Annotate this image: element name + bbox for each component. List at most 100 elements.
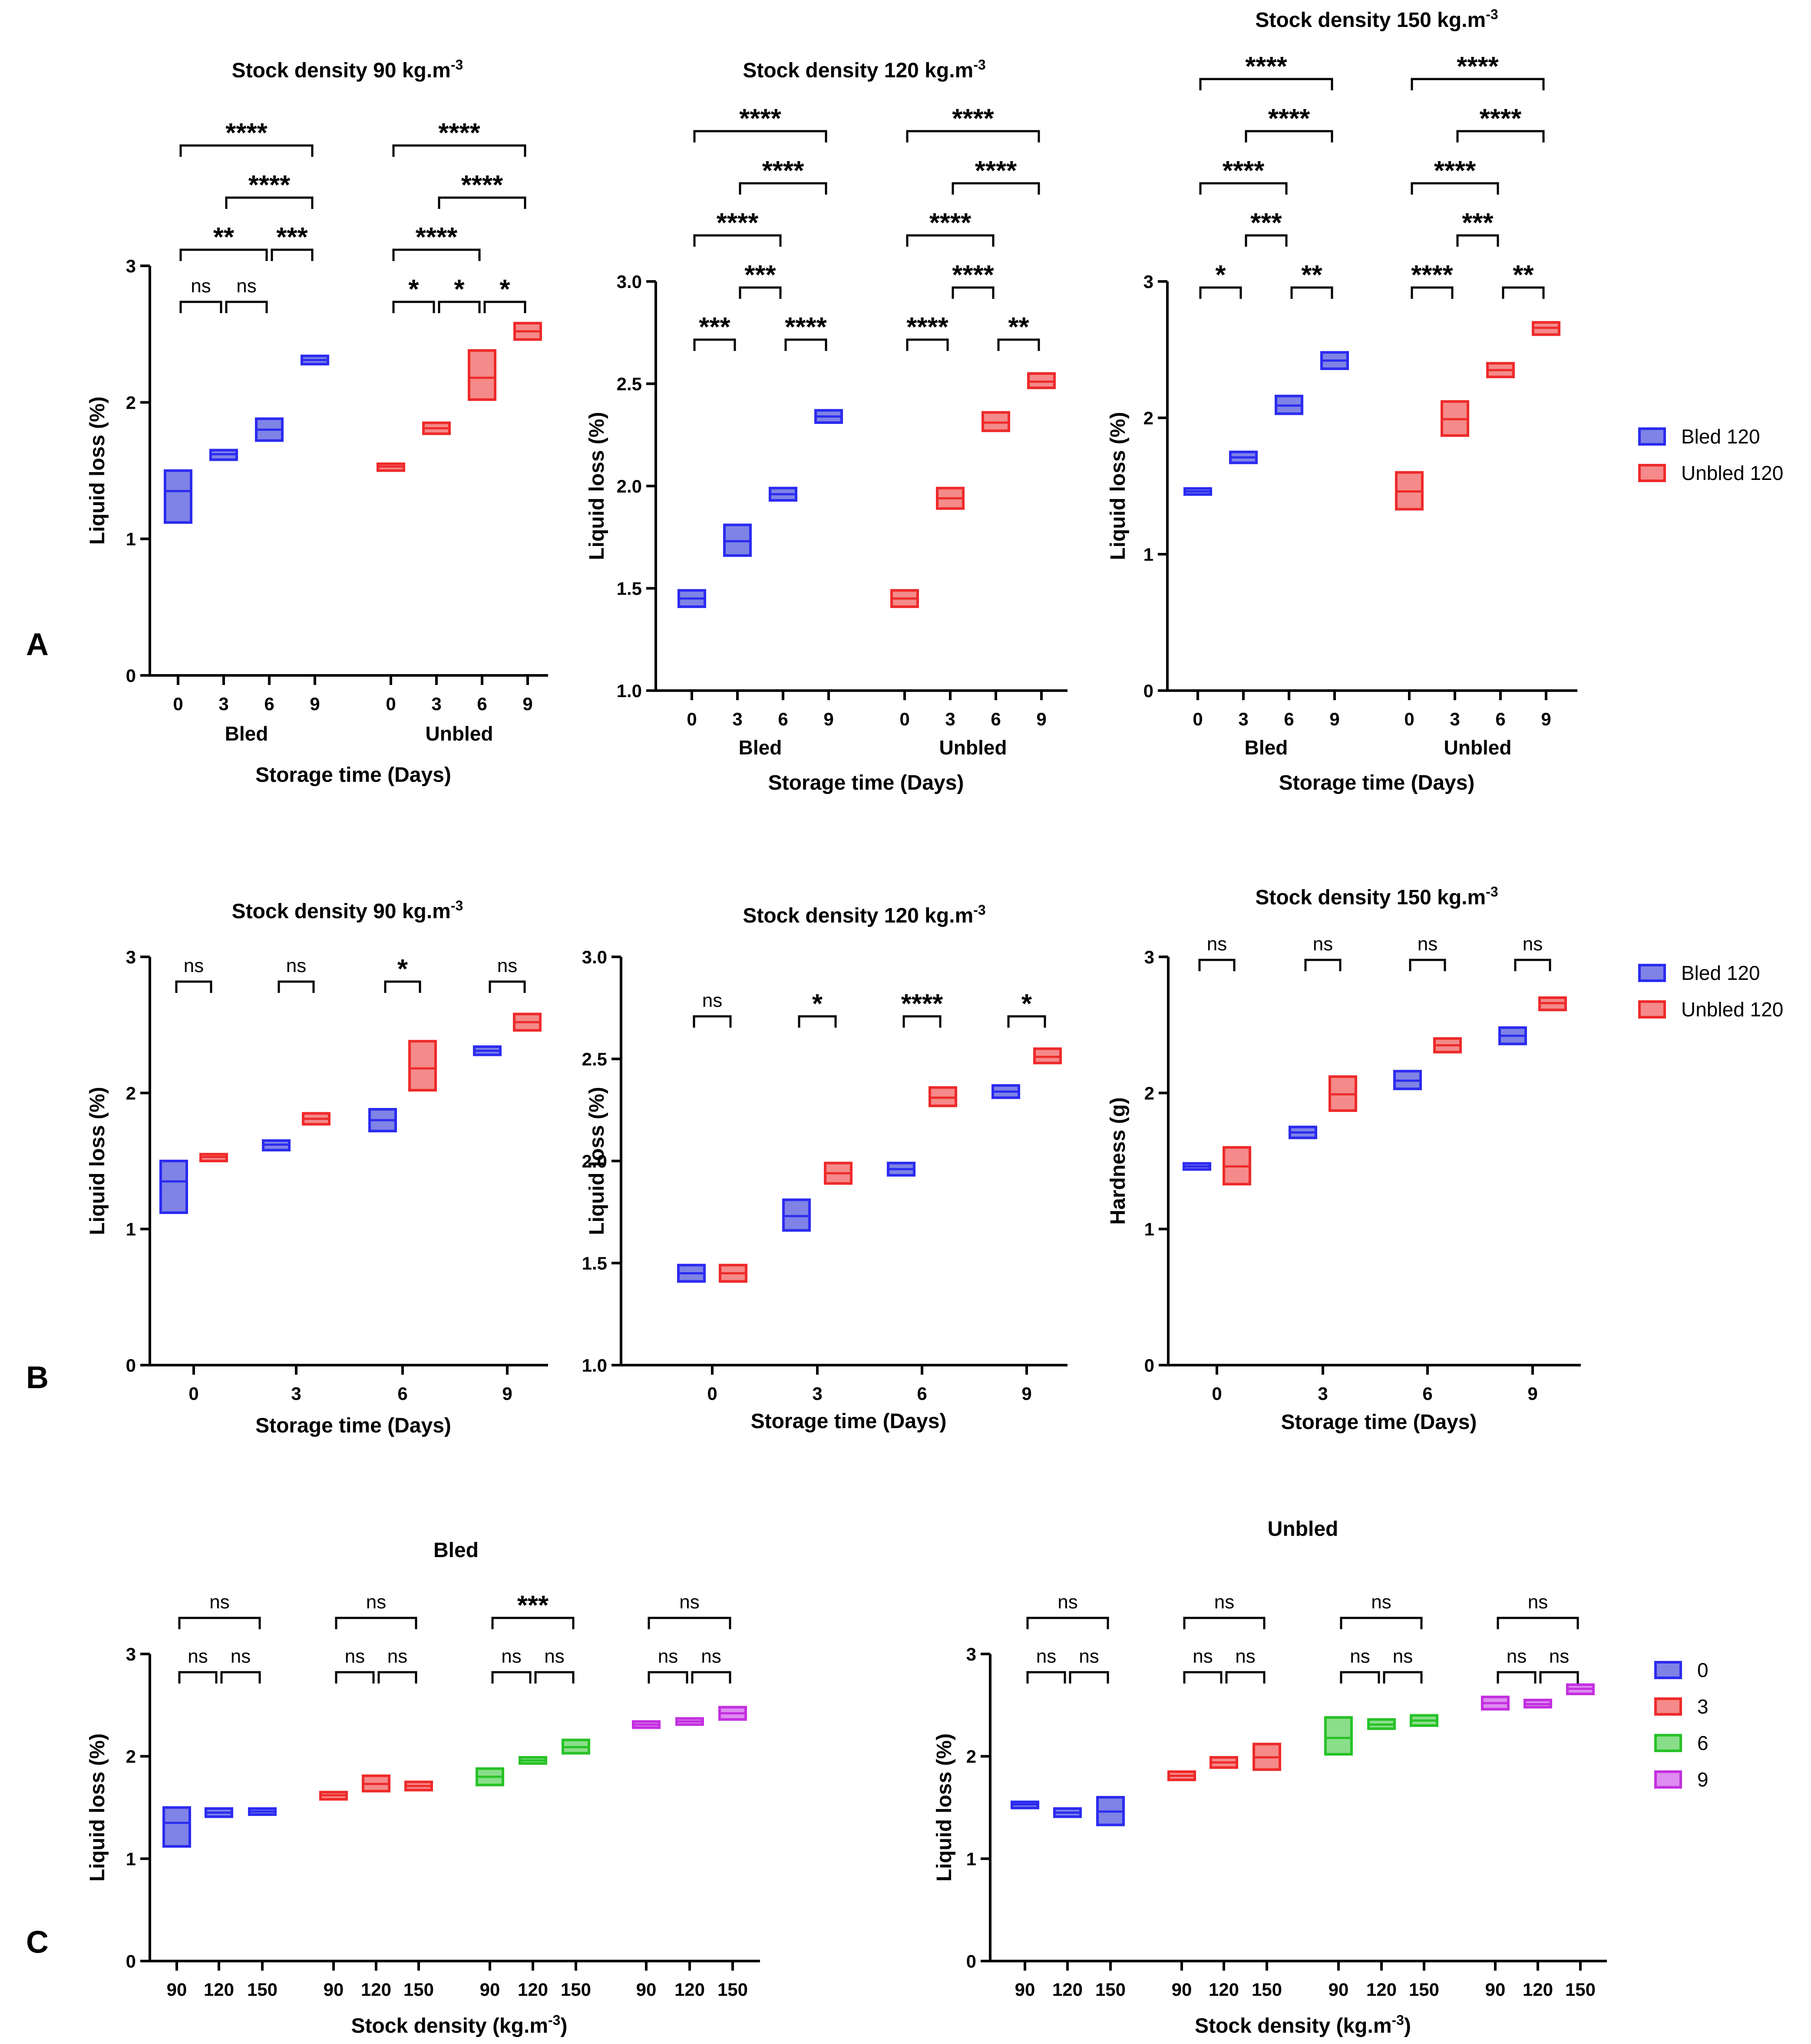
legend-label: 6 <box>1697 1732 1709 1754</box>
y-tick-label: 3 <box>966 1644 976 1664</box>
significance-ns: ns <box>1371 1591 1391 1613</box>
x-axis-label-tail: ) <box>1404 2014 1411 2037</box>
significance-bracket <box>1007 1015 1046 1028</box>
y-tick-label: 2 <box>126 392 136 413</box>
x-tick-label: 0 <box>1193 709 1203 729</box>
significance-bracket <box>1340 1617 1423 1629</box>
significance-stars: **** <box>1457 52 1499 82</box>
x-tick-label: 120 <box>1209 1979 1239 2000</box>
y-tick-label: 0 <box>1144 1355 1154 1376</box>
y-tick-label: 2 <box>126 1746 136 1767</box>
y-tick-label: 2.5 <box>582 1049 607 1069</box>
chart-a2: Stock density 120 kg.m-3 1.0 1.5 2.0 2.5 3.0 L… <box>585 57 1067 794</box>
chart-title-superscript: -3 <box>1486 7 1498 22</box>
significance-bracket <box>1245 234 1288 247</box>
legend-label: 3 <box>1697 1695 1709 1718</box>
significance-ns: ns <box>1036 1646 1056 1667</box>
x-tick-label: 90 <box>324 1979 344 2000</box>
y-tick-label: 0 <box>126 665 136 686</box>
legend-swatch-red <box>1638 464 1666 482</box>
chart-title-superscript: -3 <box>1486 884 1498 900</box>
y-tick-label: 2 <box>966 1746 976 1767</box>
significance-bracket <box>739 286 782 299</box>
x-tick-label: 150 <box>1409 1979 1439 2000</box>
significance-bracket <box>798 1015 837 1028</box>
significance-bracket <box>1304 959 1342 971</box>
significance-stars: * <box>1021 989 1032 1019</box>
x-tick-label: 6 <box>778 709 788 729</box>
significance-stars: *** <box>1462 208 1494 238</box>
significance-ns: ns <box>501 1646 521 1667</box>
significance-bracket <box>1497 1617 1579 1629</box>
significance-bracket <box>225 301 268 313</box>
y-axis-label: Liquid loss (%) <box>86 397 109 545</box>
x-axis-label-text: Storage time (Days) <box>1281 1411 1477 1434</box>
x-axis-label-tail: ) <box>560 2014 567 2037</box>
significance-bracket <box>648 1671 688 1683</box>
x-tick-label: 3 <box>291 1383 301 1404</box>
y-tick-label: 1.5 <box>582 1253 607 1273</box>
chart-title: Stock density 90 kg.m-3 <box>232 898 463 923</box>
y-tick-label: 2 <box>126 1083 136 1103</box>
y-tick-label: 1 <box>126 1849 136 1869</box>
significance-stars: **** <box>739 104 781 134</box>
y-tick-label: 3 <box>1143 271 1153 292</box>
significance-bracket <box>1514 959 1551 971</box>
x-tick-label: 120 <box>674 1979 705 2000</box>
significance-bracket <box>1245 130 1333 142</box>
x-tick-label: 9 <box>310 694 320 714</box>
chart-b3: Stock density 150 kg.m-3 0 1 2 3 Hardness (g)… <box>1107 884 1581 1434</box>
significance-bracket <box>1383 1671 1423 1683</box>
box-blue <box>164 469 192 524</box>
significance-bracket <box>1199 182 1288 195</box>
significance-bracket <box>179 301 222 313</box>
significance-ns: ns <box>1079 1646 1099 1667</box>
significance-bracket <box>1199 78 1333 90</box>
x-tick-label: 90 <box>480 1979 500 2000</box>
significance-ns: ns <box>702 990 722 1011</box>
y-tick-label: 1 <box>1144 1219 1154 1240</box>
chart-title-text: Stock density 150 kg.m <box>1255 9 1486 32</box>
significance-ns: ns <box>1418 933 1438 955</box>
x-axis-label-text: Storage time (Days) <box>1279 771 1475 794</box>
x-tick-label: 150 <box>1565 1979 1596 2000</box>
x-tick-label: 6 <box>991 709 1001 729</box>
significance-bracket <box>1497 1671 1537 1683</box>
significance-stars: **** <box>952 104 994 134</box>
significance-bracket <box>693 1015 732 1028</box>
significance-bracket <box>693 130 827 142</box>
legend-b: Bled 120 Unbled 120 <box>1638 962 1783 1021</box>
significance-bracket <box>1198 959 1236 971</box>
y-axis-label: Liquid loss (%) <box>86 1733 109 1882</box>
x-axis-label-text: Stock density (kg.m <box>1195 2014 1391 2037</box>
x-tick-label: 6 <box>264 694 274 714</box>
significance-ns: ns <box>1313 933 1333 955</box>
x-tick-label: 90 <box>636 1979 657 2000</box>
significance-bracket <box>1199 286 1242 299</box>
x-axis-label: Storage time (Days) <box>255 764 451 787</box>
chart-c2: Unbled 0 1 2 3 Liquid loss (%) 90 120 150 90 120 15… <box>933 1518 1607 2037</box>
legend-swatch-red <box>1654 1697 1682 1716</box>
significance-bracket <box>178 1671 218 1683</box>
significance-bracket <box>1539 1671 1579 1683</box>
significance-bracket <box>278 980 315 993</box>
y-tick-label: 3.0 <box>617 271 642 292</box>
significance-bracket <box>175 980 212 993</box>
chart-title-text: Stock density 120 kg.m <box>743 904 973 927</box>
y-tick-label: 2.0 <box>617 476 642 496</box>
significance-ns: ns <box>366 1591 386 1613</box>
group-label: Unbled <box>939 736 1007 759</box>
significance-bracket <box>1183 1671 1223 1683</box>
significance-ns: ns <box>1393 1646 1413 1667</box>
significance-ns: ns <box>231 1646 251 1667</box>
y-tick-label: 1 <box>126 1219 136 1240</box>
chart-title: Stock density 150 kg.m-3 <box>1255 884 1498 909</box>
x-tick-label: 150 <box>717 1979 748 2000</box>
legend-swatch-blue <box>1638 964 1666 982</box>
significance-stars: **** <box>929 208 972 238</box>
y-tick-label: 0 <box>126 1355 136 1376</box>
significance-stars: **** <box>225 118 268 148</box>
significance-bracket <box>1456 234 1499 247</box>
x-tick-label: 6 <box>917 1383 927 1404</box>
y-tick-label: 2.5 <box>617 374 642 394</box>
